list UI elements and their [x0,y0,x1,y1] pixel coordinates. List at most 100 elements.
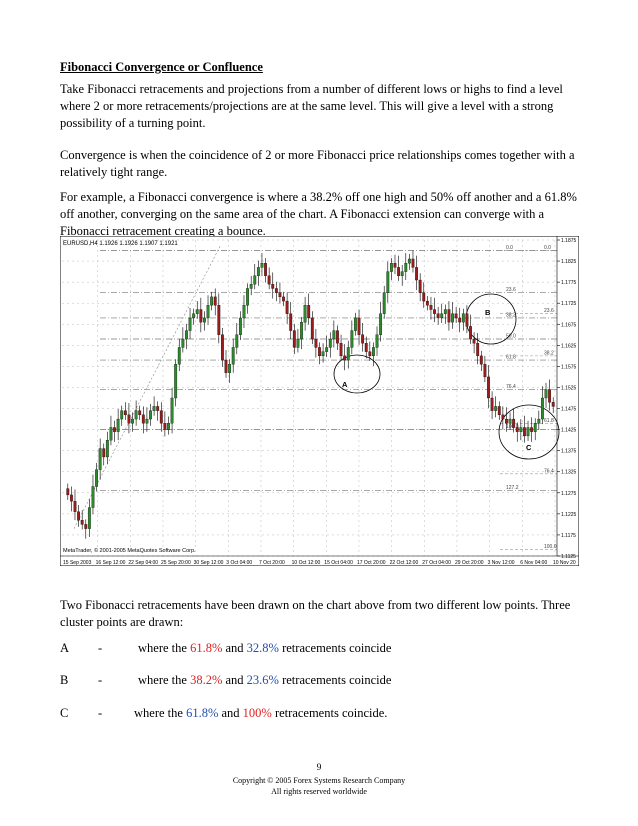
candle-up [400,271,404,276]
candle-up [131,418,134,424]
candle-up [95,469,98,487]
candle-down [213,296,217,306]
candle-down [357,317,361,335]
candle-up [372,347,375,357]
price-label: 1.1275 [561,491,577,497]
candle-up [195,309,199,314]
candle-up [253,275,257,285]
candle-up [440,313,444,319]
candle-up [526,427,530,437]
candle-down [368,351,372,357]
candle-down [465,313,469,327]
candle-up [451,313,454,323]
candle-down [69,494,73,502]
candle-down [411,258,415,268]
cluster-dash: - [98,706,103,720]
candle-down [66,488,70,496]
candle-up [461,313,465,323]
candle-down [476,343,480,357]
fib-label-b: 38.2 [544,350,554,356]
time-label: 3 Nov 12:00 [488,560,515,566]
cluster-dash: - [98,641,103,655]
candle-up [238,317,242,335]
time-label: 30 Sep 12:00 [194,560,224,566]
candle-up [350,330,354,348]
fib-label-a: 0.0 [506,245,513,251]
candle-down [523,427,526,437]
price-label: 1.1875 [561,238,577,244]
pct-61-8: 61.8% [186,706,219,720]
candle-down [314,338,318,348]
price-label: 1.1225 [561,512,577,518]
candle-up [541,397,544,420]
cluster-marker-a: A [342,380,348,389]
candle-down [289,313,293,331]
candle-up [149,410,152,420]
candle-up [260,263,264,268]
cluster-marker-b: B [485,308,491,317]
candle-up [210,296,214,306]
candle-up [508,418,512,424]
candle-up [203,317,206,323]
candle-down [469,326,472,340]
candle-down [310,317,314,340]
time-label: 10 Nov 20 [553,560,576,566]
price-label: 1.1625 [561,343,577,349]
cluster-text: retracements coincide [282,641,392,655]
time-label: 27 Oct 04:00 [422,560,451,566]
price-label: 1.1475 [561,407,577,413]
chart-watermark: MetaTrader, © 2001-2005 MetaQuotes Softw… [63,547,196,554]
candle-up [346,347,350,361]
candle-up [404,263,408,272]
candle-up [192,313,196,319]
cluster-text: retracements coincide. [274,706,388,720]
candle-down [505,418,508,424]
candle-up [246,288,249,306]
candle-down [102,448,106,458]
candle-down [336,330,339,344]
candle-up [544,389,548,399]
price-label: 1.1175 [561,533,576,539]
cluster-text: and [221,706,240,720]
candle-down [220,334,224,361]
price-label: 1.1525 [561,385,577,391]
candle-down [490,397,494,411]
price-label: 1.1375 [561,449,577,455]
chart-header: EURUSD,H4 1.1926 1.1926 1.1907 1.1921 [63,241,178,247]
candle-down [113,427,116,432]
fib-label-b: 61.8 [544,418,554,424]
time-label: 29 Oct 20:00 [455,560,484,566]
candle-down [515,427,519,432]
cluster-text: and [225,673,244,687]
candle-up [231,347,235,365]
candle-down [447,309,451,323]
candle-down [318,347,321,357]
price-label: 1.1325 [561,470,577,476]
price-label: 1.1825 [561,259,577,265]
candle-up [120,410,124,420]
candle-down [418,279,422,293]
time-label: 15 Sep 2003 [63,560,92,566]
cluster-text: retracements coincide [282,673,392,687]
cluster-dash: - [98,673,103,687]
candle-down [292,330,296,348]
time-label: 6 Nov 04:00 [520,560,547,566]
candle-up [375,334,379,348]
candle-up [256,267,260,276]
time-label: 15 Oct 04:00 [324,560,353,566]
candle-up [91,486,95,508]
candle-down [278,292,282,298]
candle-down [339,343,343,357]
candle-up [303,305,307,323]
cluster-text: where the [138,641,187,655]
candle-down [274,288,278,293]
price-label: 1.1675 [561,322,577,328]
fib-trendline [73,246,221,529]
candle-down [487,376,490,399]
candle-up [519,427,523,432]
candle-down [84,524,88,529]
fib-label-b: 23.6 [544,308,554,314]
candle-down [425,300,429,306]
candle-up [325,347,329,352]
